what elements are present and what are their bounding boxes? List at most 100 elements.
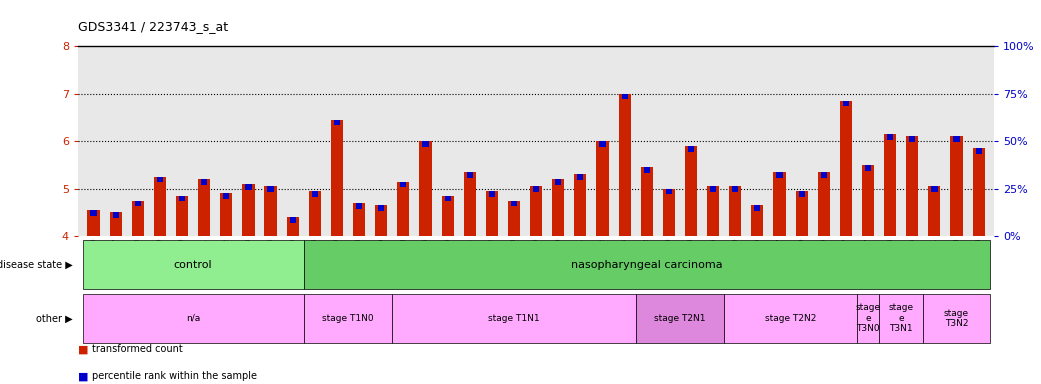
Bar <box>331 120 344 236</box>
Bar <box>887 134 893 140</box>
Bar <box>972 148 985 236</box>
Bar <box>909 136 915 142</box>
Bar <box>304 294 392 343</box>
Bar <box>555 179 561 185</box>
Bar <box>975 148 982 154</box>
Bar <box>198 179 210 236</box>
Text: transformed count: transformed count <box>92 344 182 354</box>
Text: other ▶: other ▶ <box>36 313 73 323</box>
Bar <box>392 294 636 343</box>
Bar <box>398 182 409 236</box>
Bar <box>441 196 454 236</box>
Bar <box>289 217 296 223</box>
Text: ■: ■ <box>78 344 88 354</box>
Bar <box>663 189 675 236</box>
Bar <box>243 184 255 236</box>
Bar <box>420 141 432 236</box>
Bar <box>353 203 365 236</box>
Bar <box>884 134 896 236</box>
Bar <box>907 136 918 236</box>
Bar <box>223 194 229 199</box>
Bar <box>865 165 871 170</box>
Bar <box>179 196 185 202</box>
Bar <box>82 294 304 343</box>
Bar <box>636 294 725 343</box>
Bar <box>843 101 849 106</box>
Bar <box>752 205 763 236</box>
Bar <box>640 167 653 236</box>
Bar <box>618 94 631 236</box>
Text: stage
e
T3N0: stage e T3N0 <box>856 303 881 333</box>
Bar <box>268 186 274 192</box>
Bar <box>857 294 879 343</box>
Bar <box>923 294 990 343</box>
Bar <box>286 217 299 236</box>
Bar <box>466 172 473 178</box>
Bar <box>729 186 741 236</box>
Bar <box>82 240 304 289</box>
Bar <box>666 189 672 194</box>
Bar <box>154 177 166 236</box>
Text: control: control <box>174 260 212 270</box>
Text: ■: ■ <box>78 371 88 381</box>
Text: disease state ▶: disease state ▶ <box>0 260 73 270</box>
Bar <box>575 174 586 236</box>
Bar <box>201 179 207 185</box>
Bar <box>862 165 874 236</box>
Bar <box>508 200 520 236</box>
Bar <box>400 182 406 187</box>
Bar <box>511 200 517 206</box>
Bar <box>725 294 857 343</box>
Bar <box>221 194 232 236</box>
Bar <box>246 184 252 190</box>
Text: GDS3341 / 223743_s_at: GDS3341 / 223743_s_at <box>78 20 228 33</box>
Bar <box>378 205 384 211</box>
Bar <box>91 210 97 216</box>
Bar <box>600 141 606 147</box>
Bar <box>311 191 318 197</box>
Bar <box>732 186 738 192</box>
Bar <box>798 191 805 197</box>
Bar <box>777 172 783 178</box>
Text: nasopharyngeal carcinoma: nasopharyngeal carcinoma <box>570 260 722 270</box>
Text: stage
T3N2: stage T3N2 <box>944 309 969 328</box>
Bar <box>621 94 628 99</box>
Bar <box>578 174 583 180</box>
Bar <box>112 212 119 218</box>
Bar <box>954 136 960 142</box>
Bar <box>375 205 387 236</box>
Bar <box>950 136 963 236</box>
Bar <box>157 177 163 182</box>
Bar <box>109 212 122 236</box>
Bar <box>530 186 542 236</box>
Bar <box>552 179 564 236</box>
Bar <box>755 205 761 211</box>
Bar <box>688 146 694 152</box>
Bar <box>176 196 188 236</box>
Bar <box>795 191 808 236</box>
Bar <box>356 203 362 209</box>
Bar <box>643 167 650 173</box>
Bar <box>334 120 340 126</box>
Bar <box>134 200 141 206</box>
Bar <box>840 101 852 236</box>
Text: stage
e
T3N1: stage e T3N1 <box>889 303 914 333</box>
Bar <box>685 146 697 236</box>
Bar <box>773 172 786 236</box>
Bar <box>710 186 716 192</box>
Bar <box>486 191 498 236</box>
Bar <box>423 141 429 147</box>
Text: stage T1N1: stage T1N1 <box>488 314 540 323</box>
Bar <box>707 186 719 236</box>
Text: stage T2N2: stage T2N2 <box>765 314 816 323</box>
Bar <box>87 210 100 236</box>
Text: stage T2N1: stage T2N1 <box>654 314 706 323</box>
Bar <box>817 172 830 236</box>
Text: percentile rank within the sample: percentile rank within the sample <box>92 371 257 381</box>
Bar <box>309 191 321 236</box>
Bar <box>596 141 609 236</box>
Bar <box>463 172 476 236</box>
Bar <box>932 186 938 192</box>
Bar <box>533 186 539 192</box>
Text: stage T1N0: stage T1N0 <box>323 314 374 323</box>
